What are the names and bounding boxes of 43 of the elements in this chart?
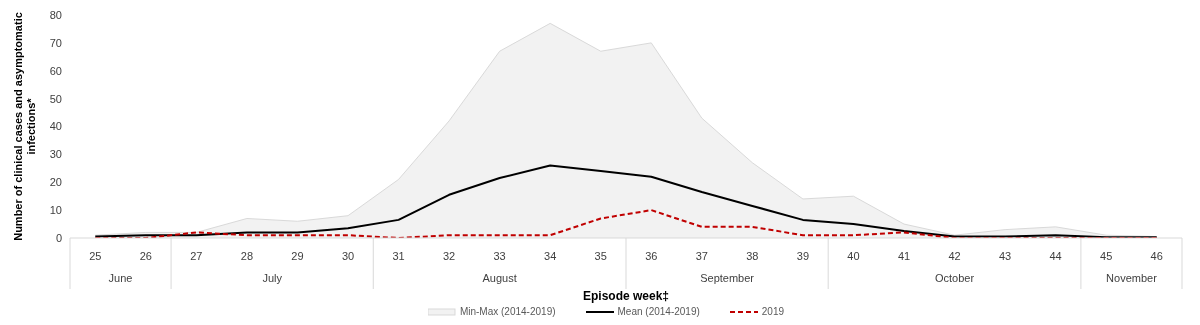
x-tick-label: 44 bbox=[1049, 250, 1062, 262]
y-tick-label: 80 bbox=[49, 8, 62, 21]
x-tick-label: 30 bbox=[341, 250, 355, 262]
x-tick-label: 45 bbox=[1100, 250, 1113, 262]
x-tick-label: 43 bbox=[998, 250, 1012, 262]
x-tick-label: 33 bbox=[493, 250, 506, 262]
x-tick-label: 38 bbox=[746, 250, 759, 262]
x-tick-label: 34 bbox=[544, 250, 557, 262]
text: August bbox=[482, 272, 517, 284]
text: June bbox=[108, 272, 133, 284]
y-tick-label: 30 bbox=[49, 148, 62, 161]
x-tick-label: 27 bbox=[190, 250, 203, 262]
legend-label: Mean (2014-2019) bbox=[616, 306, 700, 317]
text: September bbox=[700, 272, 755, 284]
y-tick-label: 20 bbox=[49, 176, 62, 189]
x-tick-label: 41 bbox=[897, 250, 911, 262]
text: July bbox=[262, 272, 283, 284]
y-tick-label: 0 bbox=[55, 231, 62, 244]
legend-label: Min-Max (2014-2019) bbox=[458, 306, 556, 317]
x-tick-label: 46 bbox=[1150, 250, 1163, 262]
x-tick-label: 35 bbox=[594, 250, 607, 262]
x-tick-label: 37 bbox=[695, 250, 708, 262]
line-series bbox=[94, 164, 1158, 238]
x-tick-label: 39 bbox=[796, 250, 810, 262]
x-tick-label: 40 bbox=[847, 250, 860, 262]
x-tick-label: 32 bbox=[442, 250, 456, 262]
x-tick-label: 28 bbox=[240, 250, 254, 262]
text: October bbox=[934, 272, 975, 284]
x-tick-label: 25 bbox=[89, 250, 102, 262]
x-tick-label: 31 bbox=[392, 250, 405, 262]
y-tick-label: 50 bbox=[49, 92, 62, 105]
x-tick-label: 29 bbox=[291, 250, 304, 262]
y-tick-label: 70 bbox=[49, 36, 62, 49]
x-tick-label: 42 bbox=[948, 250, 961, 262]
y-axis-title: Number of clinical cases and asymptomatic infections* bbox=[12, 12, 37, 241]
legend-label: 2019 bbox=[760, 306, 785, 317]
text: November bbox=[1106, 272, 1158, 284]
x-axis-title: Episode week‡ bbox=[582, 289, 670, 303]
x-tick-label: 36 bbox=[645, 250, 658, 262]
y-tick-label: 10 bbox=[49, 204, 62, 217]
y-tick-label: 60 bbox=[49, 64, 62, 77]
x-tick-label: 26 bbox=[139, 250, 152, 262]
y-tick-label: 40 bbox=[49, 120, 62, 133]
